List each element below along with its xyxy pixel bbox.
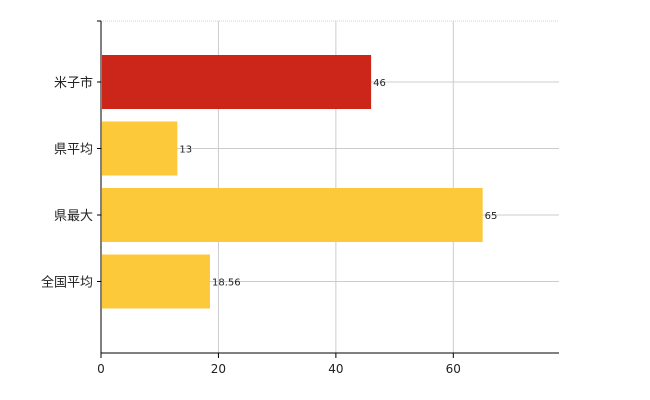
category-label: 全国平均 [41,275,93,291]
bar-layer [102,55,483,309]
category-label: 県最大 [54,209,93,224]
x-tick-label: 0 [97,362,105,376]
bar [102,121,178,176]
category-label: 県平均 [54,143,93,158]
data-label: 18.56 [212,278,241,289]
x-tick-label: 60 [446,362,461,376]
category-label: 米子市 [54,75,93,91]
x-tick-label: 20 [211,362,226,376]
bar [102,55,372,109]
data-label: 13 [179,145,192,156]
data-label: 65 [485,211,498,222]
bar [102,188,483,242]
data-label: 46 [373,78,386,89]
bar [102,254,210,309]
axis-layer [97,20,559,358]
x-tick-label: 40 [328,362,343,376]
